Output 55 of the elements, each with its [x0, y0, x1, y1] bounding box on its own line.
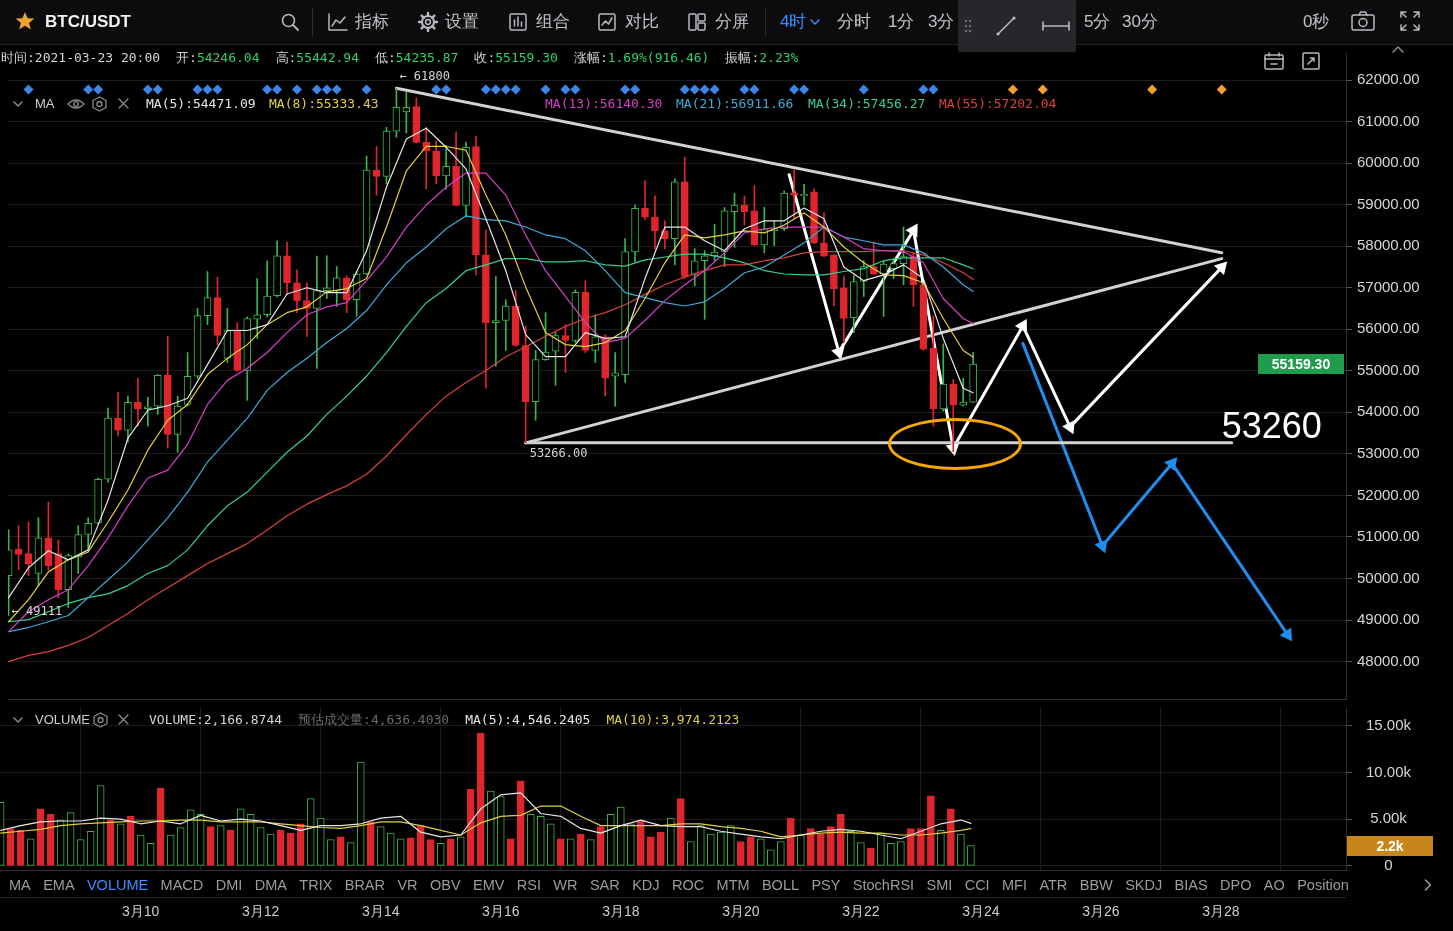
- x-tick-label: 3月26: [1082, 902, 1120, 919]
- annotation: VOLUME:2,166.8744: [149, 712, 283, 727]
- annotation: 低:54235.87: [374, 50, 459, 65]
- text: 2.2k: [1347, 835, 1433, 856]
- text: MA(8):55333.43: [269, 96, 379, 111]
- y-tick-label: 54000.00: [1356, 402, 1420, 420]
- y-tick-label: 57000.00: [1356, 277, 1420, 295]
- text: MA(5):4,546.2405: [465, 712, 591, 727]
- annotation: 高:55442.94: [275, 50, 359, 65]
- x-tick-label: 3月24: [962, 902, 1000, 919]
- x-tick-label: 3月16: [482, 902, 520, 919]
- y-tick-label: 48000.00: [1356, 651, 1420, 669]
- y-tick-label: 59000.00: [1356, 194, 1420, 212]
- annotation: 55159.30: [1258, 354, 1344, 375]
- x-tick-label: 3月12: [242, 902, 280, 919]
- y-tick-label: 60000.00: [1356, 153, 1420, 171]
- text: MA(10):3,974.2123: [606, 712, 740, 727]
- x-tick-label: 3月28: [1202, 902, 1240, 919]
- x-tick-label: 3月14: [362, 902, 400, 919]
- legend-title: MA: [35, 96, 55, 111]
- annotation: 开:54246.04: [176, 50, 260, 65]
- annotation: 预估成交量:4,636.4030: [298, 712, 450, 727]
- y-tick-label: 49000.00: [1356, 610, 1420, 628]
- x-tick-label: 3月10: [121, 902, 160, 919]
- y-tick-label: 0: [1384, 855, 1393, 873]
- y-tick-label: 53000.00: [1356, 444, 1420, 462]
- y-tick-label: 61000.00: [1356, 111, 1420, 129]
- annotation: 收:55159.30: [474, 50, 558, 65]
- y-tick-label: 10.00k: [1365, 762, 1412, 780]
- x-tick-label: 3月18: [602, 902, 640, 919]
- text: MA(55):57202.04: [939, 96, 1057, 111]
- y-tick-label: 55000.00: [1356, 360, 1420, 378]
- y-tick-label: 51000.00: [1356, 527, 1420, 545]
- text: MA(34):57456.27: [808, 96, 926, 111]
- annotation: ← 61800: [399, 69, 450, 84]
- y-tick-label: 56000.00: [1356, 319, 1420, 337]
- y-tick-label: 62000.00: [1356, 70, 1420, 88]
- text: MA(21):56911.66: [676, 96, 794, 111]
- annotation: 振幅:2.23%: [725, 50, 799, 65]
- annotation: 53260: [1221, 404, 1322, 446]
- x-tick-label: 3月22: [842, 902, 880, 919]
- legend-title: VOLUME: [35, 712, 90, 727]
- text: MA(13):56140.30: [545, 96, 663, 111]
- annotation: 时间:2021-03-23 20:00: [1, 50, 161, 66]
- chart-title: BTC/USDT: [45, 11, 131, 33]
- y-tick-label: 58000.00: [1356, 236, 1420, 254]
- annotation: 53266.00: [529, 445, 588, 460]
- y-tick-label: 50000.00: [1356, 568, 1420, 586]
- x-tick-label: 3月20: [722, 902, 760, 919]
- annotation: 涨幅:1.69%(916.46): [573, 50, 710, 65]
- text: MA(5):54471.09: [146, 96, 256, 111]
- y-tick-label: 5.00k: [1370, 809, 1408, 827]
- y-tick-label: 15.00k: [1365, 715, 1412, 733]
- toolbar: BTC/USDT 指标 设置 组合 对比 分屏 4时 分时 1分 3分 5分 30分 0秒: [0, 0, 1453, 45]
- y-tick-label: 52000.00: [1356, 485, 1420, 503]
